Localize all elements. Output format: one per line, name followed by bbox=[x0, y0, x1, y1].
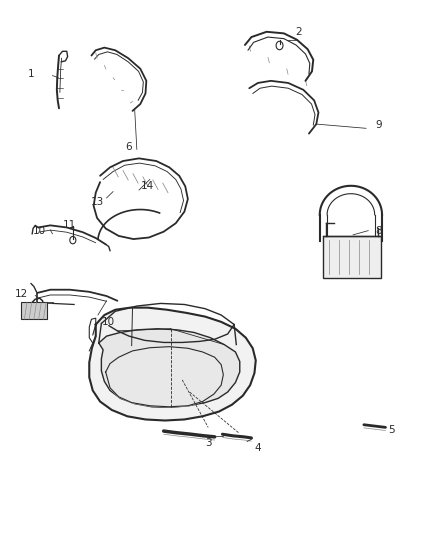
Text: 8: 8 bbox=[376, 225, 382, 236]
Bar bbox=[21, 302, 47, 319]
Text: 13: 13 bbox=[91, 197, 105, 207]
Text: 4: 4 bbox=[254, 443, 261, 454]
Bar bbox=[323, 236, 381, 278]
Text: 10: 10 bbox=[102, 317, 115, 327]
Text: 6: 6 bbox=[125, 142, 131, 152]
Polygon shape bbox=[89, 308, 256, 421]
Polygon shape bbox=[99, 329, 240, 407]
Text: 2: 2 bbox=[296, 27, 302, 37]
Text: 10: 10 bbox=[33, 225, 46, 236]
Text: 12: 12 bbox=[14, 289, 28, 299]
Text: 11: 11 bbox=[63, 220, 77, 230]
Polygon shape bbox=[106, 346, 223, 407]
Text: 5: 5 bbox=[389, 425, 395, 435]
Text: 9: 9 bbox=[376, 120, 382, 130]
Text: 3: 3 bbox=[205, 438, 212, 448]
Text: 14: 14 bbox=[141, 181, 154, 191]
Text: 1: 1 bbox=[28, 69, 34, 79]
